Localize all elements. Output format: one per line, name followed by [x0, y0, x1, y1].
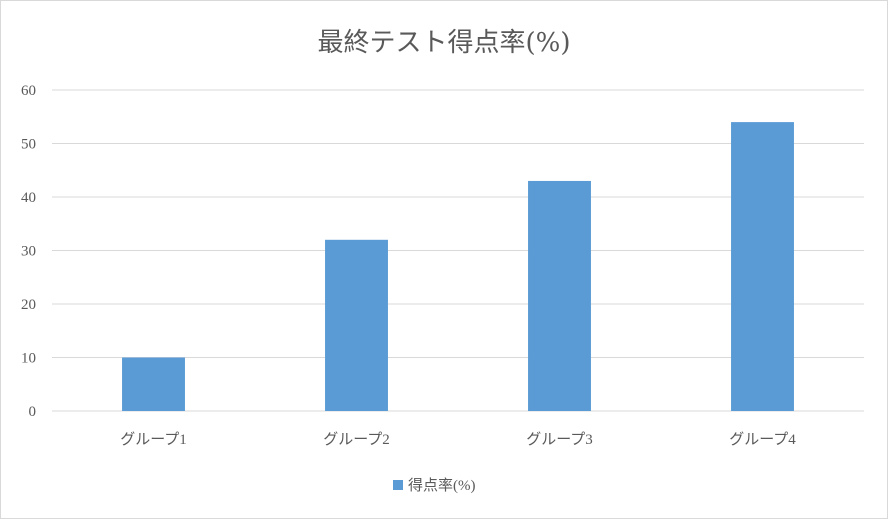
bar-3: [528, 180, 591, 411]
x-axis: グループ1 グループ2 グループ3 グループ4: [120, 431, 796, 448]
x-tick-label: グループ4: [729, 431, 796, 448]
x-tick-label: グループ3: [526, 431, 593, 448]
x-tick-label: グループ2: [323, 431, 390, 448]
y-tick-label: 40: [21, 190, 36, 206]
chart-title: 最終テスト得点率(%): [318, 28, 571, 58]
legend: 得点率(%): [393, 477, 476, 494]
bar-2: [325, 239, 388, 411]
y-tick-label: 20: [21, 297, 36, 313]
bar-1: [122, 357, 185, 411]
bar-4: [731, 122, 794, 411]
legend-label: 得点率(%): [408, 477, 476, 494]
y-tick-label: 30: [21, 244, 36, 260]
gridlines: [52, 89, 864, 412]
y-tick-label: 0: [29, 404, 37, 420]
y-tick-label: 60: [21, 83, 36, 99]
x-tick-label: グループ1: [120, 431, 187, 448]
bars: [122, 122, 794, 411]
y-tick-label: 50: [21, 137, 36, 153]
y-tick-label: 10: [21, 351, 36, 367]
y-axis: 0 10 20 30 40 50 60: [21, 83, 36, 420]
legend-swatch: [393, 480, 403, 490]
